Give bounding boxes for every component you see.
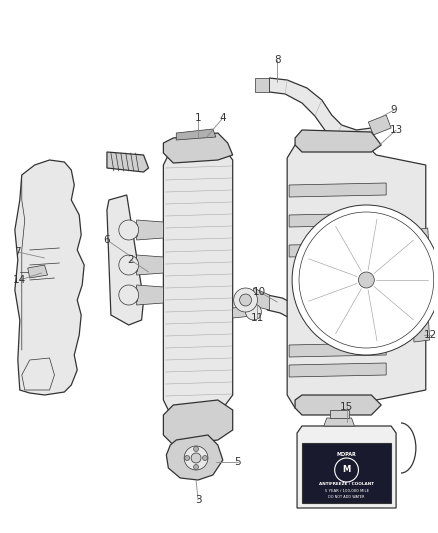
Circle shape xyxy=(119,220,138,240)
Text: MOPAR: MOPAR xyxy=(337,453,357,457)
Polygon shape xyxy=(107,195,144,325)
Polygon shape xyxy=(166,435,223,480)
Polygon shape xyxy=(289,213,386,227)
Polygon shape xyxy=(302,443,391,503)
Text: M: M xyxy=(343,465,351,474)
Circle shape xyxy=(119,255,138,275)
Text: 13: 13 xyxy=(389,125,403,135)
Text: ANTIFREEZE / COOLANT: ANTIFREEZE / COOLANT xyxy=(319,482,374,486)
Text: 11: 11 xyxy=(251,313,264,323)
Text: 15: 15 xyxy=(340,402,353,412)
Polygon shape xyxy=(163,133,233,163)
Polygon shape xyxy=(289,243,386,257)
Polygon shape xyxy=(287,145,426,408)
Text: 8: 8 xyxy=(274,55,281,65)
Polygon shape xyxy=(414,228,430,262)
Polygon shape xyxy=(295,130,381,152)
Circle shape xyxy=(184,446,208,470)
Circle shape xyxy=(358,272,374,288)
Polygon shape xyxy=(255,78,269,92)
Circle shape xyxy=(246,304,261,320)
Text: 2: 2 xyxy=(127,255,134,265)
Circle shape xyxy=(194,464,198,470)
Circle shape xyxy=(240,294,251,306)
Circle shape xyxy=(202,456,208,461)
Polygon shape xyxy=(233,306,252,318)
Polygon shape xyxy=(414,308,430,342)
Circle shape xyxy=(299,212,434,348)
Text: 1: 1 xyxy=(195,113,201,123)
Circle shape xyxy=(234,288,258,312)
Text: 5: 5 xyxy=(234,457,241,467)
Polygon shape xyxy=(163,400,233,445)
Text: 14: 14 xyxy=(13,275,26,285)
Polygon shape xyxy=(289,343,386,357)
Text: 5 YEAR / 100,000 MILE: 5 YEAR / 100,000 MILE xyxy=(325,489,369,493)
Polygon shape xyxy=(297,426,396,508)
Polygon shape xyxy=(368,115,391,135)
Circle shape xyxy=(119,285,138,305)
Text: DO NOT ADD WATER: DO NOT ADD WATER xyxy=(328,495,365,499)
Polygon shape xyxy=(137,285,163,305)
Polygon shape xyxy=(137,255,163,275)
Text: 3: 3 xyxy=(195,495,201,505)
Circle shape xyxy=(292,205,438,355)
Text: 12: 12 xyxy=(424,330,438,340)
Polygon shape xyxy=(267,295,319,372)
Circle shape xyxy=(335,458,358,482)
Polygon shape xyxy=(295,395,381,415)
Circle shape xyxy=(194,447,198,451)
Polygon shape xyxy=(137,220,163,240)
Polygon shape xyxy=(269,78,381,145)
Polygon shape xyxy=(15,160,84,395)
Polygon shape xyxy=(22,358,54,390)
Text: 6: 6 xyxy=(104,235,110,245)
Polygon shape xyxy=(289,363,386,377)
Polygon shape xyxy=(28,265,48,278)
Polygon shape xyxy=(254,288,269,310)
Text: 4: 4 xyxy=(219,113,226,123)
Polygon shape xyxy=(176,129,216,140)
Polygon shape xyxy=(330,410,349,418)
Text: 10: 10 xyxy=(253,287,266,297)
Polygon shape xyxy=(107,152,148,172)
Polygon shape xyxy=(324,418,354,426)
Polygon shape xyxy=(163,140,233,420)
Polygon shape xyxy=(289,183,386,197)
Circle shape xyxy=(185,456,190,461)
Text: 7: 7 xyxy=(14,247,21,257)
Text: 9: 9 xyxy=(391,105,397,115)
Circle shape xyxy=(191,453,201,463)
